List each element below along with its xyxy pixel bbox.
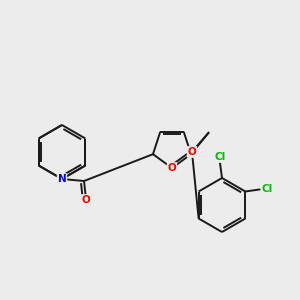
Text: Cl: Cl <box>214 152 226 162</box>
Text: O: O <box>188 147 196 157</box>
Text: O: O <box>168 163 176 173</box>
Text: O: O <box>82 195 90 205</box>
Text: N: N <box>58 174 66 184</box>
Text: Cl: Cl <box>262 184 273 194</box>
